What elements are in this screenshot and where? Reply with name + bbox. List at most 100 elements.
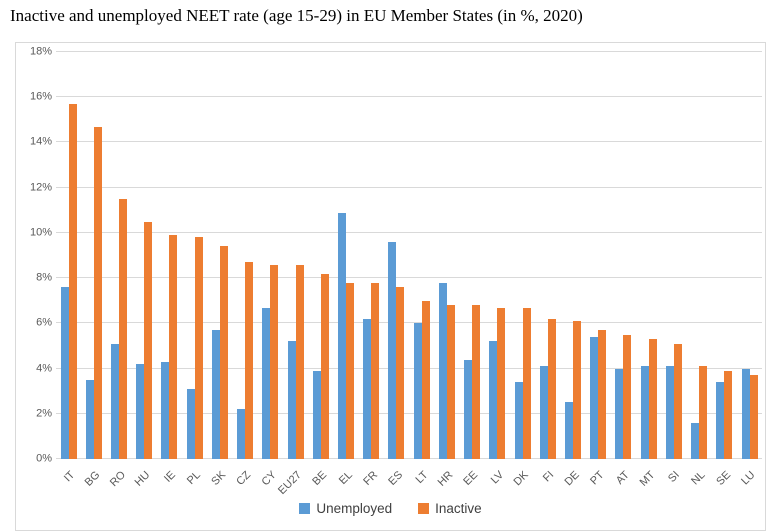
x-axis-label-EL: EL — [336, 469, 355, 488]
x-axis-labels: IT BG RO HU IE PL SK CZ CY EU27 BE EL FR ES LT HR EE LV DK… — [56, 463, 762, 503]
bar-unemployed-LT — [413, 323, 422, 459]
bar-group-CY — [258, 52, 283, 459]
x-label-cell-RO: RO — [106, 463, 131, 503]
bar-unemployed-ES — [388, 241, 397, 459]
bar-group-EL — [333, 52, 358, 459]
x-axis-label-FR: FR — [360, 469, 380, 488]
bar-group-PL — [182, 52, 207, 459]
gridline-2 — [56, 412, 762, 414]
y-tick-label-12: 12% — [29, 181, 52, 194]
bar-group-LU — [737, 52, 762, 459]
bar-group-EU27 — [283, 52, 308, 459]
bar-group-FI — [535, 52, 560, 459]
bar-inactive-EL — [346, 282, 355, 459]
x-axis-label-AT: AT — [614, 469, 632, 487]
x-label-cell-AT: AT — [611, 463, 636, 503]
x-label-cell-PT: PT — [586, 463, 611, 503]
gridline-12 — [56, 186, 762, 188]
x-axis-label-CZ: CZ — [234, 469, 254, 488]
gridline-10 — [56, 231, 762, 233]
x-label-cell-FI: FI — [535, 463, 560, 503]
x-label-cell-LV: LV — [485, 463, 510, 503]
bar-unemployed-MT — [640, 366, 649, 459]
bar-group-IE — [157, 52, 182, 459]
bar-group-DE — [560, 52, 585, 459]
bar-unemployed-CZ — [237, 409, 246, 459]
x-axis-label-FI: FI — [540, 469, 557, 485]
bar-inactive-SK — [219, 246, 228, 459]
bar-unemployed-IE — [161, 361, 170, 459]
bar-unemployed-HU — [136, 364, 145, 459]
bar-unemployed-FI — [539, 366, 548, 459]
bar-inactive-BG — [93, 126, 102, 459]
x-axis-label-PL: PL — [185, 469, 204, 488]
y-tick-label-16: 16% — [29, 90, 52, 103]
x-axis-label-SE: SE — [713, 469, 733, 488]
bar-inactive-AT — [623, 334, 632, 459]
bar-unemployed-AT — [615, 368, 624, 459]
x-axis-label-ES: ES — [386, 469, 405, 488]
x-label-cell-SI: SI — [661, 463, 686, 503]
x-axis-label-HU: HU — [133, 469, 153, 489]
gridline-0 — [56, 458, 762, 459]
gridline-16 — [56, 96, 762, 98]
bar-inactive-CY — [270, 264, 279, 459]
bar-unemployed-HR — [438, 282, 447, 459]
x-axis-label-RO: RO — [107, 469, 128, 490]
x-axis-label-IE: IE — [162, 469, 178, 485]
x-label-cell-IT: IT — [56, 463, 81, 503]
x-axis-label-IT: IT — [61, 469, 78, 485]
x-label-cell-PL: PL — [182, 463, 207, 503]
bar-inactive-NL — [699, 366, 708, 459]
x-label-cell-LT: LT — [409, 463, 434, 503]
x-axis-label-DK: DK — [511, 469, 532, 489]
bar-inactive-IE — [169, 235, 178, 459]
bar-inactive-RO — [119, 198, 128, 459]
legend-item-unemployed: Unemployed — [299, 501, 392, 516]
x-axis-label-NL: NL — [689, 469, 708, 488]
bar-inactive-MT — [648, 339, 657, 459]
gridline-6 — [56, 322, 762, 324]
x-label-cell-EE: EE — [460, 463, 485, 503]
x-label-cell-FR: FR — [359, 463, 384, 503]
bar-group-SE — [712, 52, 737, 459]
x-label-cell-EL: EL — [333, 463, 358, 503]
bar-group-FR — [359, 52, 384, 459]
bar-unemployed-BG — [85, 379, 94, 459]
bar-inactive-PT — [598, 330, 607, 459]
bar-unemployed-EE — [464, 359, 473, 459]
x-axis-label-SI: SI — [666, 469, 683, 485]
bar-unemployed-EL — [338, 212, 347, 459]
gridline-18 — [56, 51, 762, 52]
bar-group-BE — [308, 52, 333, 459]
bar-unemployed-BE — [312, 370, 321, 459]
y-axis-labels: 0% 2% 4% 6% 8% 10% 12% 14% 16% 18% — [22, 46, 52, 464]
bar-inactive-FR — [371, 282, 380, 459]
y-tick-label-2: 2% — [36, 407, 52, 420]
bar-inactive-DK — [522, 307, 531, 459]
x-axis-label-MT: MT — [637, 469, 658, 489]
bar-inactive-IT — [68, 104, 77, 459]
legend: Unemployed Inactive — [16, 501, 765, 516]
x-axis-label-LT: LT — [413, 469, 431, 486]
bar-inactive-PL — [194, 237, 203, 459]
x-label-cell-BE: BE — [308, 463, 333, 503]
x-axis-label-HR: HR — [435, 469, 456, 489]
y-tick-label-4: 4% — [36, 362, 52, 375]
bar-unemployed-DE — [564, 402, 573, 459]
x-label-cell-EU27: EU27 — [276, 463, 308, 503]
bar-unemployed-NL — [691, 422, 700, 459]
x-label-cell-DK: DK — [510, 463, 535, 503]
bar-inactive-SE — [724, 370, 733, 459]
y-tick-label-14: 14% — [29, 135, 52, 148]
bar-inactive-ES — [396, 287, 405, 459]
x-label-cell-SK: SK — [207, 463, 232, 503]
bar-unemployed-SE — [716, 382, 725, 459]
bar-inactive-EU27 — [295, 264, 304, 459]
x-axis-label-BG: BG — [82, 469, 103, 489]
x-label-cell-CZ: CZ — [233, 463, 258, 503]
bar-group-RO — [106, 52, 131, 459]
gridline-14 — [56, 141, 762, 143]
x-label-cell-BG: BG — [81, 463, 106, 503]
bar-group-SK — [207, 52, 232, 459]
